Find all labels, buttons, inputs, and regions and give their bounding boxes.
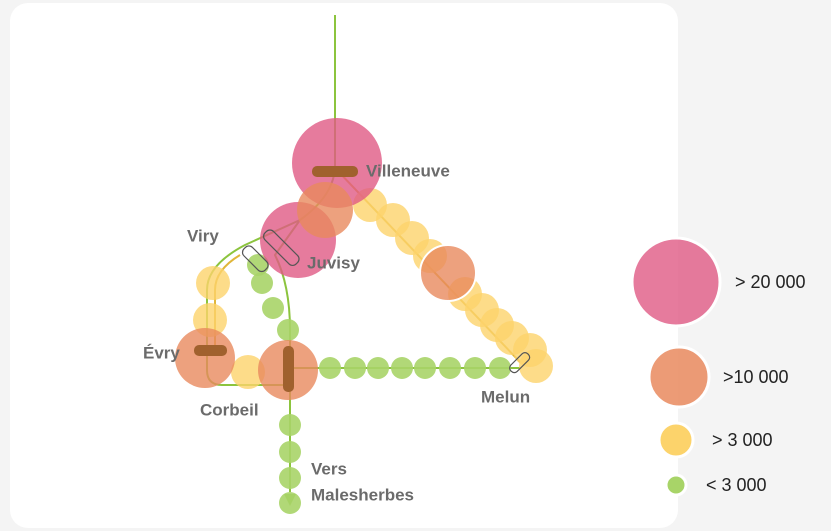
legend-swatch bbox=[657, 421, 695, 459]
destination-label: Vers bbox=[311, 459, 347, 478]
ridership-bubble bbox=[279, 467, 301, 489]
legend-swatch bbox=[630, 236, 722, 328]
ridership-bubble bbox=[391, 357, 413, 379]
ridership-bubble bbox=[419, 244, 477, 302]
ridership-bubble bbox=[367, 357, 389, 379]
station-pill bbox=[241, 245, 269, 273]
legend-label: >10 000 bbox=[723, 367, 789, 387]
ridership-bubble bbox=[175, 328, 235, 388]
legend-label: < 3 000 bbox=[706, 475, 767, 495]
station-bars bbox=[194, 166, 358, 392]
panel bbox=[10, 3, 678, 528]
legend-swatch bbox=[664, 473, 688, 497]
station-bar bbox=[312, 166, 358, 177]
station-bar bbox=[194, 345, 227, 356]
ridership-bubble bbox=[262, 297, 284, 319]
ridership-bubble bbox=[231, 355, 265, 389]
station-label: Villeneuve bbox=[366, 161, 450, 180]
ridership-bubble bbox=[464, 357, 486, 379]
ridership-bubble bbox=[196, 266, 230, 300]
ridership-bubble bbox=[439, 357, 461, 379]
station-label: Melun bbox=[481, 387, 530, 406]
ridership-bubble bbox=[414, 357, 436, 379]
ridership-bubble bbox=[279, 441, 301, 463]
station-pill bbox=[262, 229, 300, 267]
legend-label: > 20 000 bbox=[735, 272, 806, 292]
ridership-bubble bbox=[251, 272, 273, 294]
ridership-bubble bbox=[297, 182, 353, 238]
legend-swatch bbox=[647, 345, 711, 409]
legend-label: > 3 000 bbox=[712, 430, 773, 450]
ridership-bubble bbox=[277, 319, 299, 341]
station-label: Juvisy bbox=[307, 253, 360, 272]
destination-label: Malesherbes bbox=[311, 485, 414, 504]
station-pill bbox=[509, 352, 531, 374]
legend bbox=[630, 236, 722, 497]
ridership-bubble bbox=[489, 357, 511, 379]
ridership-bubble bbox=[344, 357, 366, 379]
station-label: Corbeil bbox=[200, 400, 259, 419]
bubbles bbox=[175, 118, 553, 514]
station-label: Viry bbox=[187, 226, 219, 245]
ridership-bubble bbox=[319, 357, 341, 379]
station-outlines bbox=[241, 229, 531, 374]
ridership-bubble bbox=[279, 492, 301, 514]
station-bar bbox=[283, 346, 294, 392]
station-label: Évry bbox=[143, 343, 180, 362]
ridership-bubble bbox=[519, 349, 553, 383]
ridership-bubble bbox=[279, 414, 301, 436]
